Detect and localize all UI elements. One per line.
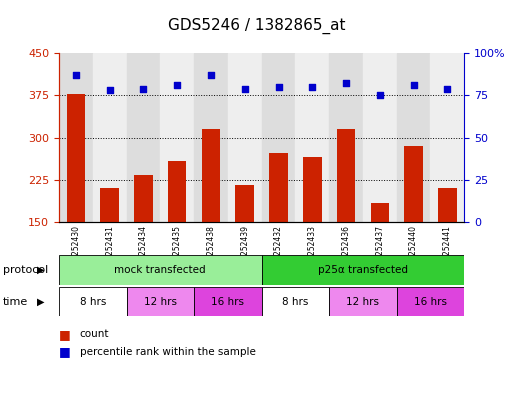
Bar [303, 157, 322, 222]
Point [308, 84, 317, 90]
Bar [329, 287, 397, 316]
Text: protocol: protocol [3, 265, 48, 275]
Bar [168, 161, 187, 222]
Text: ■: ■ [59, 327, 71, 341]
Point [106, 87, 114, 94]
Text: GDS5246 / 1382865_at: GDS5246 / 1382865_at [168, 18, 345, 34]
Bar [370, 204, 389, 222]
Bar [262, 255, 464, 285]
Bar [127, 53, 160, 222]
Bar [397, 53, 430, 222]
Bar [397, 287, 464, 316]
Bar [329, 53, 363, 222]
Bar [134, 175, 153, 222]
Bar [262, 53, 295, 222]
Bar [262, 287, 329, 316]
Point [409, 82, 418, 88]
Bar [59, 53, 93, 222]
Text: 12 hrs: 12 hrs [346, 297, 380, 307]
Text: mock transfected: mock transfected [114, 265, 206, 275]
Text: ▶: ▶ [37, 297, 45, 307]
Point [173, 82, 181, 88]
Bar [363, 53, 397, 222]
Text: p25α transfected: p25α transfected [318, 265, 408, 275]
Text: ▶: ▶ [37, 265, 45, 275]
Text: time: time [3, 297, 28, 307]
Bar [93, 53, 127, 222]
Text: 12 hrs: 12 hrs [144, 297, 177, 307]
Bar [160, 53, 194, 222]
Bar [404, 146, 423, 222]
Text: ■: ■ [59, 345, 71, 358]
Point [207, 72, 215, 78]
Text: 16 hrs: 16 hrs [211, 297, 244, 307]
Bar [295, 53, 329, 222]
Bar [202, 129, 220, 222]
Text: count: count [80, 329, 109, 339]
Bar [430, 53, 464, 222]
Text: 16 hrs: 16 hrs [414, 297, 447, 307]
Bar [438, 188, 457, 222]
Point [140, 85, 148, 92]
Text: percentile rank within the sample: percentile rank within the sample [80, 347, 255, 357]
Bar [235, 185, 254, 222]
Bar [337, 129, 356, 222]
Point [342, 80, 350, 86]
Text: 8 hrs: 8 hrs [282, 297, 309, 307]
Point [376, 92, 384, 98]
Point [443, 85, 451, 92]
Bar [269, 153, 288, 222]
Bar [101, 188, 119, 222]
Bar [59, 255, 262, 285]
Point [274, 84, 283, 90]
Bar [67, 94, 85, 222]
Bar [59, 287, 127, 316]
Point [72, 72, 80, 78]
Bar [127, 287, 194, 316]
Point [241, 85, 249, 92]
Bar [194, 287, 262, 316]
Text: 8 hrs: 8 hrs [80, 297, 106, 307]
Bar [194, 53, 228, 222]
Bar [228, 53, 262, 222]
